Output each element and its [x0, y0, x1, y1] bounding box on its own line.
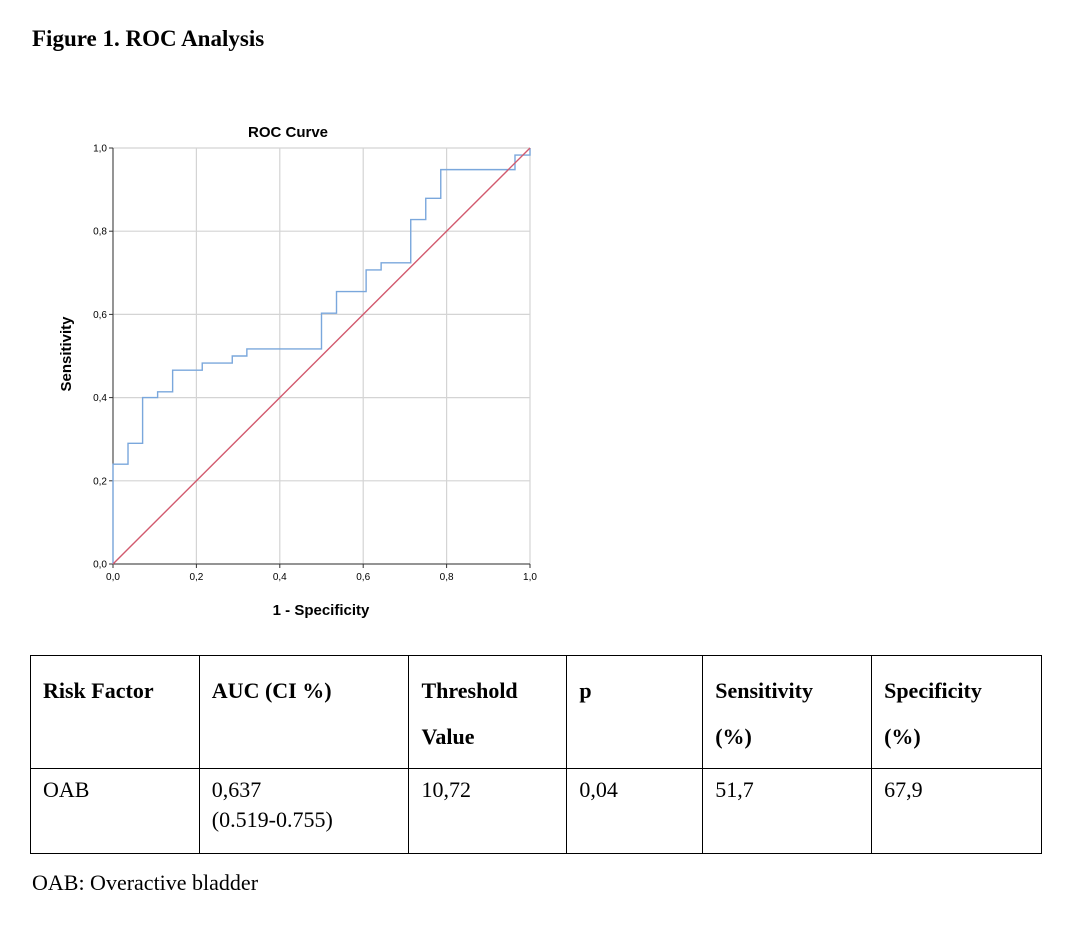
cell-auc: 0,637 (0.519-0.755) — [198, 768, 410, 854]
x-tick-label: 0,0 — [106, 572, 120, 583]
y-tick-label: 0,6 — [93, 310, 107, 321]
header-threshold: Threshold Value — [408, 655, 568, 769]
roc-chart-svg: ROC Curve 0,0 0,2 0,4 0,6 0,8 1,0 0,0 0,2 0,4 0,6… — [58, 124, 537, 619]
cell-p: 0,04 — [566, 768, 704, 854]
reference-diagonal-line — [112, 147, 531, 565]
cell-sensitivity: 51,7 — [702, 768, 873, 854]
cell-threshold: 10,72 — [408, 768, 568, 854]
cell-text: (0.519-0.755) — [211, 807, 333, 832]
y-tick-label: 0,0 — [93, 560, 107, 571]
header-text: AUC (CI %) — [211, 678, 332, 703]
cell-text: 51,7 — [715, 777, 754, 802]
cell-text: 10,72 — [421, 777, 471, 802]
cell-risk-factor: OAB — [30, 768, 200, 854]
x-tick-label: 0,8 — [440, 572, 454, 583]
header-text: Value — [421, 724, 475, 749]
table-footnote: OAB: Overactive bladder — [32, 870, 259, 895]
cell-text: OAB — [43, 777, 90, 802]
header-text: Specificity — [884, 678, 982, 703]
header-specificity: Specificity (%) — [871, 655, 1042, 769]
y-tick-label: 0,8 — [93, 227, 107, 238]
chart-series — [112, 147, 531, 565]
chart-title: ROC Curve — [248, 124, 328, 141]
y-tick-label: 1,0 — [93, 144, 107, 155]
y-axis-label: Sensitivity — [58, 316, 75, 392]
header-text: Sensitivity — [715, 678, 813, 703]
x-tick-label: 0,6 — [356, 572, 370, 583]
x-tick-label: 0,2 — [189, 572, 203, 583]
header-auc: AUC (CI %) — [198, 655, 410, 769]
y-tick-label: 0,2 — [93, 476, 107, 487]
x-tick-label: 1,0 — [523, 572, 537, 583]
header-sensitivity: Sensitivity (%) — [702, 655, 873, 769]
y-tick-label: 0,4 — [93, 393, 107, 404]
header-text: p — [579, 678, 592, 703]
cell-text: 0,637 — [211, 777, 262, 802]
x-axis-label: 1 - Specificity — [273, 602, 370, 619]
header-text: Threshold — [421, 678, 518, 703]
roc-chart: ROC Curve 0,0 0,2 0,4 0,6 0,8 1,0 0,0 0,2 0,4 0,6… — [50, 115, 550, 625]
header-text: Risk Factor — [43, 678, 154, 703]
figure-title: Figure 1. ROC Analysis — [32, 26, 265, 51]
x-tick-label: 0,4 — [273, 572, 287, 583]
cell-text: 0,04 — [579, 777, 618, 802]
cell-text: 67,9 — [884, 777, 923, 802]
table-row: OAB 0,637 (0.519-0.755) 10,72 0,04 51,7 … — [30, 768, 1042, 854]
results-table: Risk Factor AUC (CI %) Threshold Value p… — [30, 655, 1042, 854]
header-p: p — [566, 655, 704, 769]
cell-specificity: 67,9 — [871, 768, 1042, 854]
header-risk-factor: Risk Factor — [30, 655, 200, 769]
table-header-row: Risk Factor AUC (CI %) Threshold Value p… — [30, 655, 1042, 769]
header-text: (%) — [715, 724, 752, 749]
header-text: (%) — [884, 724, 921, 749]
roc-curve-line — [112, 148, 531, 564]
